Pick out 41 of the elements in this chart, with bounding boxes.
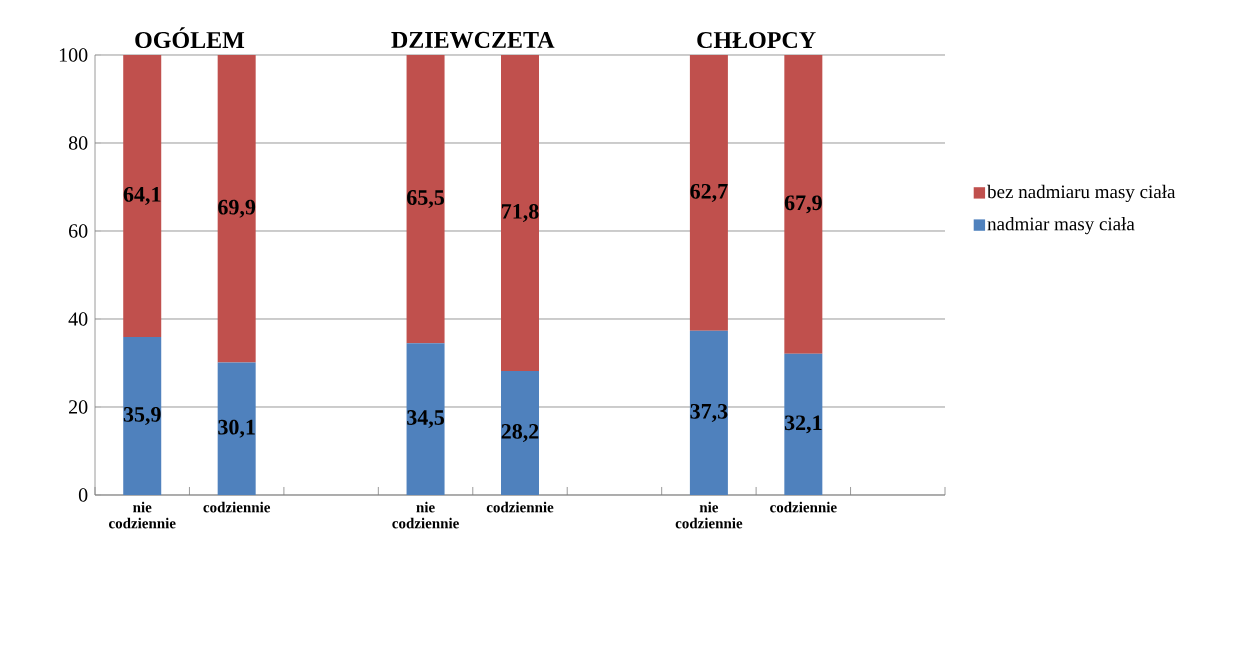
y-tick-label: 0 (78, 488, 88, 502)
bar (784, 54, 823, 354)
data-label: 69,9 (218, 199, 256, 218)
y-tick-label: 80 (68, 136, 88, 150)
bar (123, 337, 162, 495)
x-tick-label: nie codziennie (109, 501, 176, 529)
x-tick-label: nie codziennie (392, 501, 459, 529)
data-label: 67,9 (784, 195, 822, 214)
y-tick-label: 20 (69, 400, 88, 414)
bar (689, 330, 728, 495)
data-label: 62,7 (690, 183, 728, 202)
data-label: 71,8 (502, 203, 539, 222)
x-tick-label: codziennie (203, 501, 271, 513)
data-label: 37,3 (690, 403, 728, 422)
bar (123, 54, 162, 338)
data-label: 65,5 (407, 190, 445, 209)
bar (406, 54, 445, 344)
data-label: 32,1 (784, 415, 822, 434)
bar (406, 343, 445, 495)
text: DZIEWCZETA (391, 31, 555, 49)
x-tick-label: nie codziennie (675, 501, 743, 529)
bar (689, 54, 728, 331)
text: OGÓLEM (135, 27, 245, 49)
data-label: 34,5 (407, 410, 445, 429)
legend-label: bez nadmiaru masy ciała (987, 184, 1176, 203)
bar (501, 370, 540, 495)
x-tick-label: codziennie (770, 501, 837, 513)
data-label: 30,1 (218, 419, 255, 438)
x-tick-label: codziennie (486, 501, 554, 513)
text: CHŁOPCY (697, 32, 816, 49)
bar (217, 362, 256, 495)
bar (217, 54, 256, 363)
y-tick-label: 60 (69, 224, 88, 238)
data-label: 64,1 (123, 187, 161, 205)
bar (501, 54, 540, 371)
data-label: 28,2 (501, 423, 539, 442)
y-tick-label: 40 (68, 312, 88, 326)
y-tick-label: 100 (59, 48, 88, 62)
bar (784, 353, 823, 495)
data-label: 35,9 (123, 407, 161, 425)
legend-label: nadmiar masy ciała (987, 217, 1135, 235)
